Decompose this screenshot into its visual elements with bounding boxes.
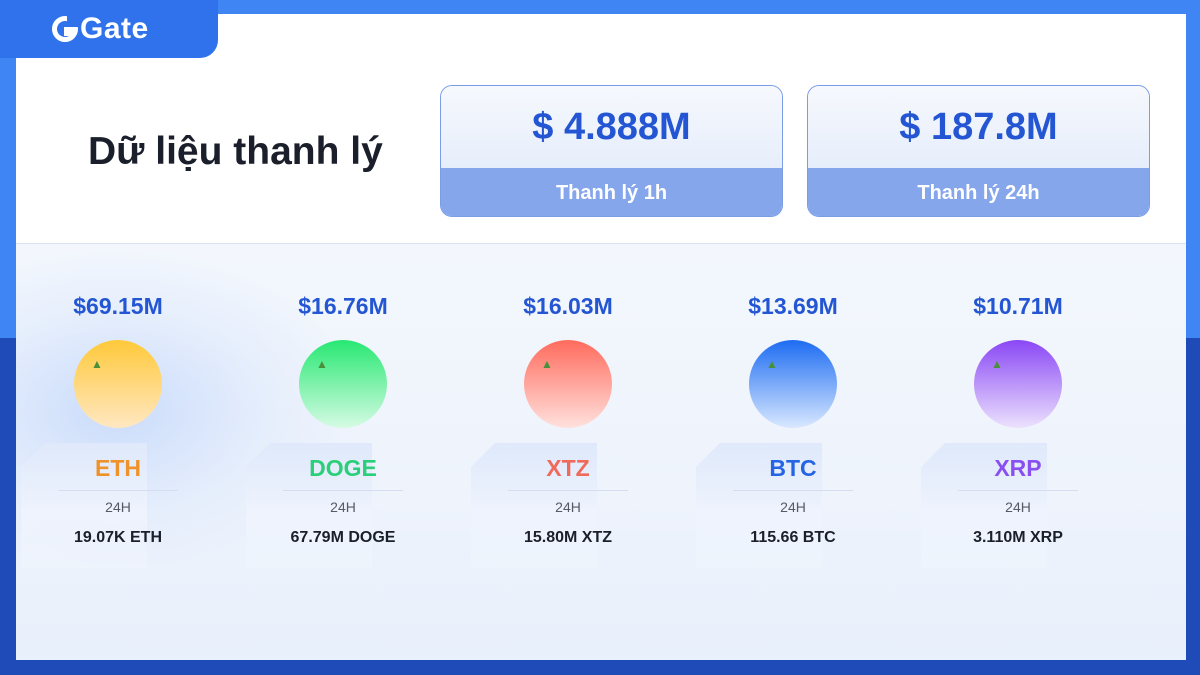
coin-liquidation-amount: $13.69M xyxy=(748,293,838,319)
coin-icon: ▲ xyxy=(299,340,387,428)
coin-quantity: 19.07K ETH xyxy=(73,529,163,546)
coin-info-box xyxy=(246,443,372,568)
coin-xrp: $10.71M ▲ XRP 24H 3.110M XRP xyxy=(921,14,1098,568)
coin-liquidation-amount: $16.03M xyxy=(523,293,613,319)
coin-icon: ▲ xyxy=(974,340,1062,428)
stat-label: Thanh lý 24h xyxy=(808,168,1149,216)
coin-info-box xyxy=(471,443,597,568)
coin-eth: $69.15M ▲ ETH 24H 19.07K ETH xyxy=(21,14,198,568)
divider xyxy=(958,490,1078,491)
gate-logo-icon xyxy=(52,15,79,42)
gate-logo-text: Gate xyxy=(80,12,149,45)
coin-period: 24H xyxy=(780,499,806,515)
coin-symbol: DOGE xyxy=(309,455,377,481)
coin-info-box xyxy=(921,443,1047,568)
broken-image-icon: ▲ xyxy=(316,357,328,371)
coin-icon: ▲ xyxy=(74,340,162,428)
stat-card-1h: $ 4.888M Thanh lý 1h xyxy=(440,85,783,217)
coin-doge: $16.76M ▲ DOGE 24H 67.79M DOGE xyxy=(246,14,423,568)
divider xyxy=(508,490,628,491)
coin-symbol: XRP xyxy=(994,455,1042,481)
coin-icon: ▲ xyxy=(524,340,612,428)
divider xyxy=(733,490,853,491)
coin-quantity: 67.79M DOGE xyxy=(290,529,396,546)
stat-value: $ 187.8M xyxy=(808,86,1149,168)
coin-quantity: 15.80M XTZ xyxy=(523,529,613,546)
coin-liquidation-amount: $16.76M xyxy=(298,293,388,319)
divider xyxy=(283,490,403,491)
stat-value: $ 4.888M xyxy=(441,86,782,168)
coin-period: 24H xyxy=(330,499,356,515)
broken-image-icon: ▲ xyxy=(541,357,553,371)
coin-info-box xyxy=(21,443,147,568)
coin-symbol: BTC xyxy=(769,455,817,481)
stat-label: Thanh lý 1h xyxy=(441,168,782,216)
divider xyxy=(58,490,178,491)
coin-quantity: 115.66 BTC xyxy=(750,529,836,546)
coin-period: 24H xyxy=(1005,499,1031,515)
broken-image-icon: ▲ xyxy=(766,357,778,371)
coin-btc: $13.69M ▲ BTC 24H 115.66 BTC xyxy=(696,14,873,568)
stat-card-24h: $ 187.8M Thanh lý 24h xyxy=(807,85,1150,217)
broken-image-icon: ▲ xyxy=(991,357,1003,371)
broken-image-icon: ▲ xyxy=(91,357,103,371)
coin-quantity: 3.110M XRP xyxy=(973,529,1063,546)
coin-symbol: ETH xyxy=(95,455,141,481)
coin-period: 24H xyxy=(105,499,131,515)
coin-info-box xyxy=(696,443,822,568)
coin-period: 24H xyxy=(555,499,581,515)
coin-liquidation-amount: $69.15M xyxy=(73,293,163,319)
coin-liquidation-amount: $10.71M xyxy=(973,293,1063,319)
content-card: Dữ liệu thanh lý $ 4.888M Thanh lý 1h $ … xyxy=(16,14,1186,660)
coin-symbol: XTZ xyxy=(546,455,590,481)
page-title: Dữ liệu thanh lý xyxy=(88,130,383,173)
coin-icon: ▲ xyxy=(749,340,837,428)
gate-logo: Gate xyxy=(0,0,218,58)
coin-xtz: $16.03M ▲ XTZ 24H 15.80M XTZ xyxy=(471,14,648,568)
